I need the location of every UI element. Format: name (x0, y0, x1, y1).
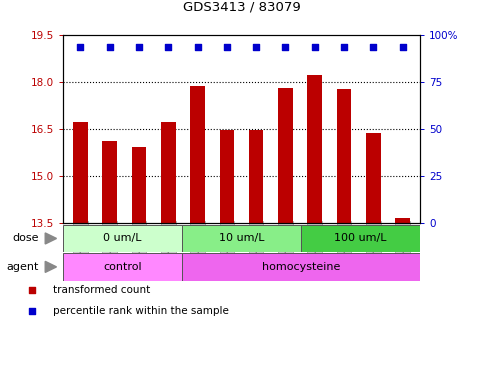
Text: 100 um/L: 100 um/L (334, 233, 387, 243)
Text: transformed count: transformed count (53, 285, 150, 295)
Bar (102, 141, 117, 223)
Bar (307, 75, 322, 223)
Polygon shape (45, 262, 57, 272)
Bar (132, 147, 146, 223)
Bar (366, 133, 381, 223)
Bar (249, 130, 263, 223)
Point (252, 44, 260, 50)
Point (223, 44, 231, 50)
Point (106, 44, 114, 50)
Point (28, 287, 36, 293)
Point (164, 44, 172, 50)
Text: 10 um/L: 10 um/L (219, 233, 264, 243)
Bar (161, 122, 176, 223)
FancyBboxPatch shape (63, 253, 182, 281)
Point (194, 44, 201, 50)
Bar (73, 122, 88, 223)
Point (369, 44, 377, 50)
Text: homocysteine: homocysteine (262, 262, 340, 272)
Point (340, 44, 348, 50)
Text: GDS3413 / 83079: GDS3413 / 83079 (183, 0, 300, 13)
Point (135, 44, 143, 50)
Point (399, 44, 407, 50)
Text: percentile rank within the sample: percentile rank within the sample (53, 306, 228, 316)
Bar (337, 89, 351, 223)
Point (311, 44, 319, 50)
Point (282, 44, 289, 50)
Point (76, 44, 84, 50)
Bar (220, 130, 234, 223)
Text: 0 um/L: 0 um/L (103, 233, 142, 243)
Text: dose: dose (13, 233, 39, 243)
Bar (395, 218, 410, 223)
FancyBboxPatch shape (182, 225, 301, 252)
Bar (278, 88, 293, 223)
Text: agent: agent (7, 262, 39, 272)
Point (28, 308, 36, 314)
FancyBboxPatch shape (63, 225, 182, 252)
Bar (190, 86, 205, 223)
Text: control: control (103, 262, 142, 272)
Polygon shape (45, 233, 57, 244)
FancyBboxPatch shape (182, 253, 420, 281)
FancyBboxPatch shape (301, 225, 420, 252)
